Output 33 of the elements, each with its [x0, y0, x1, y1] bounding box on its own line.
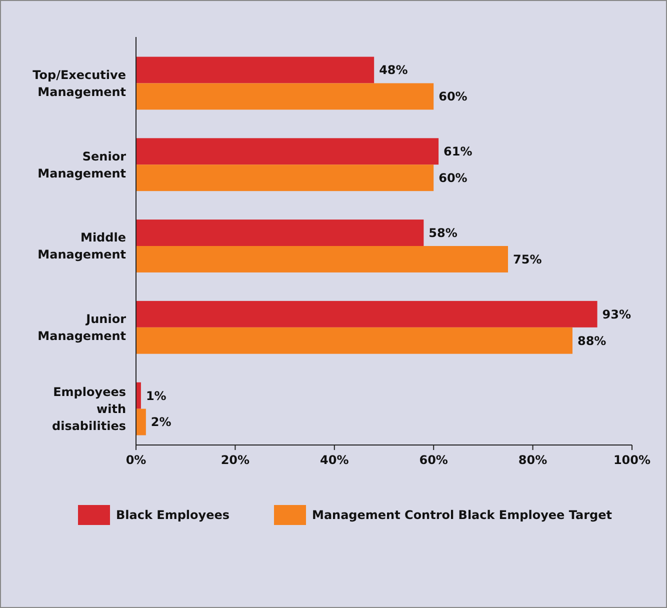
x-tick-label: 0% [126, 453, 146, 467]
y-tick-label: Senior Management [38, 149, 126, 180]
bar [136, 382, 141, 409]
x-tick-label: 100% [613, 453, 651, 467]
bar [136, 138, 439, 165]
bar [136, 327, 572, 354]
legend-label: Management Control Black Employee Target [312, 508, 612, 522]
x-tick-label: 40% [320, 453, 349, 467]
data-label: 93% [602, 307, 632, 322]
data-label: 1% [146, 388, 166, 403]
x-tick-label: 60% [419, 453, 448, 467]
bar [136, 56, 374, 84]
bar [136, 220, 424, 246]
data-label: 48% [379, 63, 408, 78]
bar [136, 246, 508, 272]
data-label: 60% [438, 90, 468, 104]
data-label: 58% [428, 226, 458, 240]
x-tick-label: 20% [220, 453, 250, 467]
y-tick-label: Middle Management [38, 230, 126, 262]
data-label: 88% [577, 334, 606, 348]
bar [136, 164, 434, 192]
data-label: 2% [150, 415, 172, 430]
data-label: 60% [438, 171, 468, 186]
x-tick-label: 80% [518, 453, 548, 467]
y-tick-label: Top/Executive Management [32, 68, 126, 99]
data-label: 61% [444, 144, 472, 159]
bar [136, 83, 434, 110]
y-tick-label: Employees with disabilities [52, 384, 126, 433]
bar [136, 300, 598, 328]
legend-label: Black Employees [116, 508, 230, 522]
bar [136, 408, 146, 436]
data-label: 75% [513, 252, 542, 266]
y-tick-label: Junior Management [38, 312, 126, 344]
